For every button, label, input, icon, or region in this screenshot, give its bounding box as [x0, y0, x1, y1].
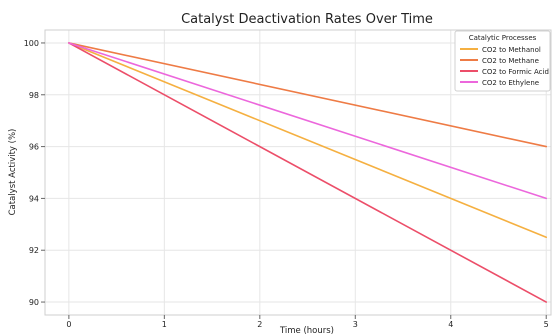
- legend-label: CO2 to Methane: [482, 57, 539, 65]
- y-axis-ticks: 90 92 94 96 98 100: [24, 39, 45, 307]
- series-line-1: [68, 42, 548, 148]
- legend-title: Catalytic Processes: [469, 34, 537, 42]
- y-tick-label: 94: [29, 194, 39, 203]
- legend-label: CO2 to Methanol: [482, 46, 541, 54]
- series-layer: [68, 42, 548, 303]
- legend-label: CO2 to Formic Acid: [482, 68, 549, 76]
- series-line-2: [68, 42, 548, 303]
- series-line-0: [68, 42, 548, 239]
- x-axis-label: Time (hours): [279, 326, 334, 335]
- series-line-3: [68, 42, 548, 200]
- x-tick-label: 4: [448, 320, 453, 329]
- y-tick-label: 98: [29, 91, 39, 100]
- chart-title: Catalyst Deactivation Rates Over Time: [181, 12, 433, 27]
- legend-label: CO2 to Ethylene: [482, 79, 539, 87]
- x-tick-label: 5: [544, 320, 549, 329]
- y-tick-label: 92: [29, 246, 39, 255]
- x-axis-ticks: 0 1 2 3 4 5: [66, 315, 549, 329]
- x-tick-label: 0: [66, 320, 71, 329]
- y-tick-label: 90: [29, 298, 39, 307]
- x-tick-label: 1: [162, 320, 167, 329]
- x-tick-label: 3: [353, 320, 358, 329]
- y-axis-label: Catalyst Activity (%): [8, 129, 18, 216]
- plot-area-frame: [44, 29, 552, 316]
- legend-box: [454, 30, 551, 92]
- y-tick-label: 96: [29, 143, 39, 152]
- legend: Catalytic Processes CO2 to Methanol CO2 …: [454, 30, 551, 92]
- x-tick-label: 2: [257, 320, 262, 329]
- y-tick-label: 100: [24, 39, 39, 48]
